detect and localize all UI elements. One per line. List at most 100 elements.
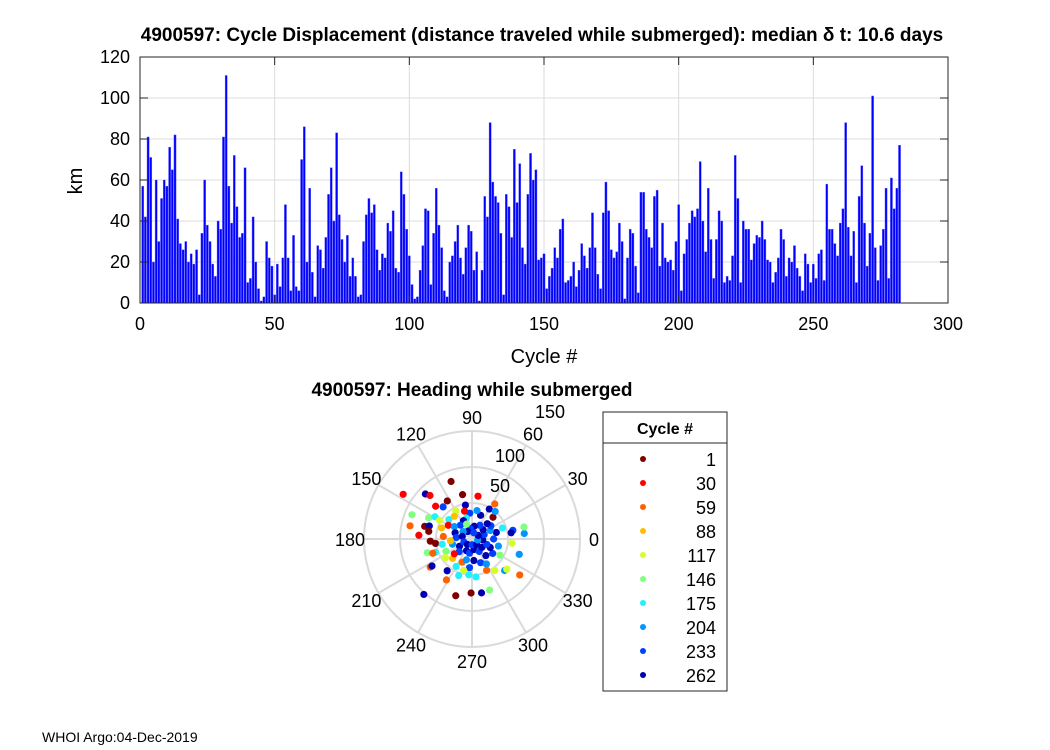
legend-label: 117: [687, 546, 716, 566]
bar: [429, 284, 433, 304]
bar: [157, 241, 161, 304]
y-tick-label: 100: [100, 88, 130, 108]
bar: [728, 280, 732, 304]
r-tick-label: 50: [490, 476, 510, 496]
x-tick-label: 200: [664, 314, 694, 334]
bar: [386, 222, 390, 304]
polar-point: [476, 521, 484, 529]
polar-point: [520, 523, 528, 531]
bar: [569, 276, 573, 304]
bar: [491, 181, 495, 304]
bar: [556, 257, 559, 304]
bar: [744, 228, 748, 304]
legend-label: 1: [706, 450, 716, 470]
bar: [208, 241, 212, 304]
bar: [416, 296, 419, 304]
bar: [373, 204, 376, 304]
bar: [583, 255, 586, 304]
polar-point: [450, 523, 458, 531]
bar: [898, 144, 901, 304]
polar-point: [455, 571, 463, 580]
polar-point: [492, 528, 500, 537]
bar: [472, 270, 476, 304]
bar: [200, 233, 204, 304]
bar: [825, 183, 829, 304]
polar-point: [443, 567, 451, 575]
bar: [599, 288, 602, 304]
legend-entry: 233: [640, 642, 716, 662]
bar: [434, 187, 438, 304]
legend-items: 1 30 59 88 117 146 175 204 233 262: [640, 450, 716, 686]
polar-point: [456, 521, 465, 529]
bar: [642, 192, 645, 304]
bar: [324, 237, 328, 304]
bar: [494, 196, 497, 304]
x-tick-label: 250: [798, 314, 828, 334]
legend-entry: 204: [640, 618, 716, 638]
bar: [809, 282, 812, 304]
bar: [634, 265, 637, 304]
bar: [184, 241, 188, 304]
bar: [510, 237, 513, 304]
bar: [413, 298, 416, 304]
bar: [456, 224, 460, 304]
bar: [206, 224, 209, 304]
bar: [585, 267, 589, 304]
bar: [623, 298, 627, 304]
bar: [731, 255, 734, 304]
bar: [680, 290, 683, 304]
theta-tick-label: 240: [396, 636, 426, 656]
bar: [270, 265, 274, 304]
polar-point: [470, 529, 478, 537]
polar-point: [485, 586, 494, 594]
bar: [362, 241, 365, 304]
legend-entry: 88: [640, 522, 716, 542]
bar: [327, 194, 330, 304]
bar-chart-title: 4900597: Cycle Displacement (distance tr…: [141, 25, 943, 46]
polar-point: [494, 542, 503, 550]
legend: Cycle # 1 30 59 88 117 146 175 204 233 262: [602, 411, 728, 692]
bar: [758, 237, 761, 304]
bar: [647, 237, 651, 304]
legend-marker: [640, 504, 646, 510]
polar-point: [477, 589, 486, 597]
bar: [612, 257, 616, 304]
legend-marker: [640, 600, 646, 606]
bar: [181, 249, 185, 304]
x-tick-label: 50: [265, 314, 285, 334]
polar-point: [399, 490, 407, 498]
bar: [653, 196, 656, 304]
bar: [222, 136, 225, 304]
theta-tick-label: 270: [457, 652, 487, 672]
bar: [437, 224, 441, 304]
bar: [693, 216, 697, 304]
bar: [777, 257, 780, 304]
polar-spoke: [417, 538, 473, 634]
polar-point: [425, 527, 433, 535]
bar: [575, 286, 578, 304]
bar: [628, 228, 632, 304]
bar: [276, 263, 279, 304]
bar: [319, 249, 322, 304]
bar: [523, 263, 527, 304]
theta-tick-label: 210: [351, 591, 381, 611]
theta-tick-label: 300: [518, 636, 548, 656]
bar: [545, 288, 548, 304]
polar-point: [515, 550, 523, 558]
bar: [232, 155, 236, 304]
x-tick-label: 0: [135, 314, 145, 334]
legend-entry: 175: [640, 594, 716, 614]
legend-label: 233: [686, 642, 716, 662]
bar: [774, 272, 777, 304]
bar: [876, 280, 880, 304]
bar: [822, 280, 826, 304]
bar: [300, 159, 303, 304]
bar: [747, 228, 750, 304]
polar-point: [406, 522, 414, 530]
bar: [860, 165, 864, 304]
polar-point: [467, 589, 475, 597]
bar: [752, 243, 756, 304]
bar: [162, 179, 166, 304]
polar-point: [452, 534, 460, 542]
polar-chart-title: 4900597: Heading while submerged: [311, 380, 632, 401]
